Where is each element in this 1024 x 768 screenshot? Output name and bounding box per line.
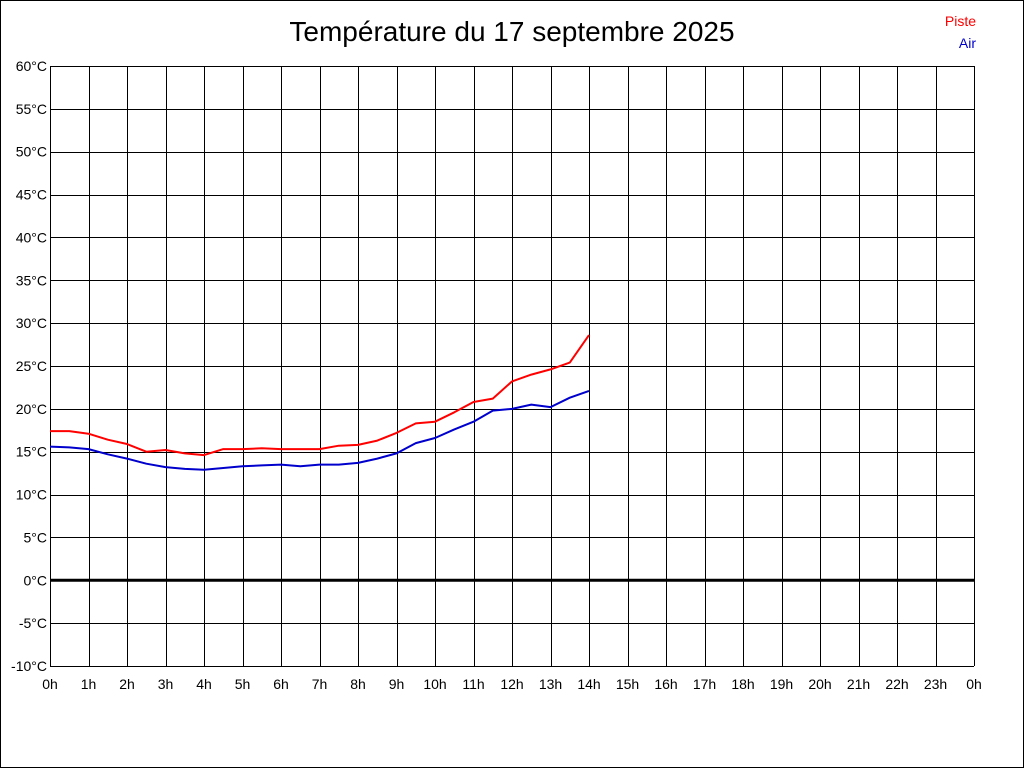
x-tick-label: 7h <box>312 676 328 692</box>
y-tick-label: 45°C <box>16 187 47 203</box>
series-line-air <box>49 389 590 471</box>
x-tick-label: 3h <box>158 676 174 692</box>
y-tick-label: 30°C <box>16 315 47 331</box>
x-tick-label: 12h <box>500 676 523 692</box>
x-tick-label: 21h <box>847 676 870 692</box>
y-tick-label: -5°C <box>19 615 47 631</box>
x-tick-label: 2h <box>119 676 135 692</box>
y-tick-label: 20°C <box>16 401 47 417</box>
y-tick-label: 5°C <box>24 529 48 545</box>
y-tick-label: 50°C <box>16 144 47 160</box>
y-tick-label: 25°C <box>16 358 47 374</box>
legend-entry-air: Air <box>958 35 976 51</box>
y-tick-label: 10°C <box>16 487 47 503</box>
x-tick-label: 17h <box>693 676 716 692</box>
y-tick-label: 15°C <box>16 444 47 460</box>
x-tick-label: 20h <box>808 676 831 692</box>
x-tick-label: 22h <box>885 676 908 692</box>
x-tick-label: 8h <box>350 676 366 692</box>
x-tick-label: 19h <box>770 676 793 692</box>
x-tick-label: 5h <box>235 676 251 692</box>
x-tick-label: 13h <box>539 676 562 692</box>
y-tick-label: 55°C <box>16 101 47 117</box>
legend-entry-piste: Piste <box>944 13 976 29</box>
x-tick-label: 23h <box>924 676 947 692</box>
x-tick-label: 9h <box>389 676 405 692</box>
x-tick-label: 11h <box>462 676 484 692</box>
x-tick-label: 10h <box>423 676 446 692</box>
x-tick-label: 1h <box>81 676 97 692</box>
x-tick-label: 14h <box>577 676 600 692</box>
series-line-piste <box>50 334 590 457</box>
y-tick-label: 0°C <box>24 572 48 588</box>
x-tick-label: 6h <box>273 676 289 692</box>
chart-title: Température du 17 septembre 2025 <box>289 16 735 47</box>
x-tick-label: 4h <box>196 676 212 692</box>
y-tick-label: 40°C <box>16 229 47 245</box>
x-tick-label: 15h <box>616 676 639 692</box>
x-tick-label: 16h <box>654 676 677 692</box>
y-tick-label: 60°C <box>16 58 47 74</box>
y-tick-label: -10°C <box>11 658 47 674</box>
y-tick-label: 35°C <box>16 272 47 288</box>
x-tick-label: 0h <box>966 676 982 692</box>
x-tick-label: 0h <box>42 676 58 692</box>
x-tick-label: 18h <box>731 676 754 692</box>
